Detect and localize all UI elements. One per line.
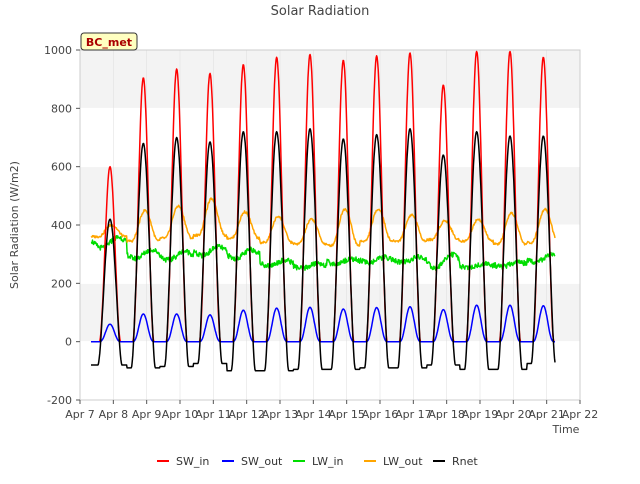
plot-band [80,108,580,167]
legend-item: SW_in [157,455,209,468]
x-tick-label: Apr 16 [362,408,399,421]
y-tick-label: 200 [51,277,72,290]
x-tick-label: Apr 9 [132,408,162,421]
series-line-rnet [90,128,556,372]
legend-label: LW_in [312,455,344,468]
x-tick-label: Apr 10 [162,408,199,421]
x-tick-label: Apr 20 [495,408,532,421]
y-tick-label: 400 [51,219,72,232]
legend-item: Rnet [433,455,478,468]
y-tick-label: -200 [47,394,72,407]
x-tick-label: Apr 17 [395,408,432,421]
legend-label: LW_out [383,455,423,468]
y-tick-label: 800 [51,102,72,115]
legend-label: Rnet [452,455,478,468]
legend-label: SW_out [241,455,283,468]
x-tick-label: Apr 13 [262,408,299,421]
x-tick-label: Apr 22 [562,408,599,421]
series-line-lw-out [90,197,556,248]
plot-band [80,50,580,109]
y-axis-label: Solar Radiation (W/m2) [8,161,21,289]
plot-band [80,341,580,400]
chart-title: Solar Radiation [271,4,370,19]
site-label-background [80,32,138,51]
series-line-lw-in [90,234,556,272]
legend-item: LW_out [364,455,423,468]
x-tick-label: Apr 18 [428,408,465,421]
x-tick-label: Apr 8 [99,408,129,421]
y-tick-label: 600 [51,161,72,174]
y-tick-label: 0 [65,336,72,349]
x-tick-label: Apr 7 [65,408,95,421]
x-tick-label: Apr 19 [462,408,499,421]
x-tick-label: Apr 21 [528,408,565,421]
plot-band [80,283,580,342]
legend-label: SW_in [176,455,209,468]
x-tick-label: Apr 14 [295,408,332,421]
x-tick-label: Apr 12 [228,408,265,421]
plot-band [80,166,580,225]
x-tick-label: Apr 15 [328,408,365,421]
legend-item: LW_in [293,455,344,468]
x-tick-label: Apr 11 [195,408,232,421]
plot-band [80,225,580,284]
legend-item: SW_out [222,455,283,468]
y-tick-label: 1000 [44,44,72,57]
x-axis-label: Time [552,423,580,436]
series-line-sw-out [90,304,556,343]
site-label-box: BC_met [80,32,138,51]
site-label-text: BC_met [86,36,132,49]
